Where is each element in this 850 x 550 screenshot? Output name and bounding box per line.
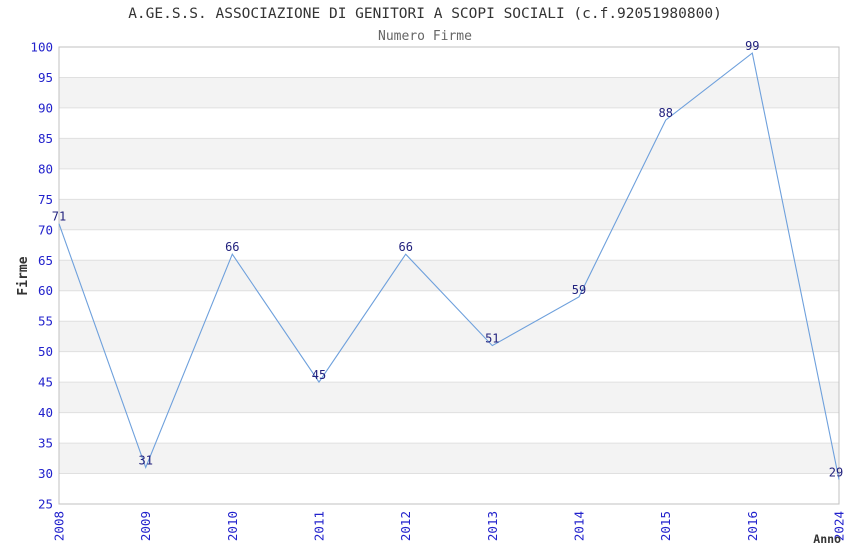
y-tick-label: 80 — [38, 161, 53, 176]
y-tick-label: 60 — [38, 283, 53, 298]
plot-band — [59, 321, 839, 352]
x-tick-label: 2010 — [225, 511, 240, 541]
y-axis-title: Firme — [16, 256, 31, 295]
chart-title: A.GE.S.S. ASSOCIAZIONE DI GENITORI A SCO… — [128, 6, 722, 22]
data-point-label: 51 — [485, 332, 499, 346]
plot-band — [59, 382, 839, 413]
data-point-label: 31 — [138, 453, 152, 467]
x-tick-label: 2009 — [138, 511, 153, 541]
plot-band — [59, 260, 839, 291]
y-tick-label: 75 — [38, 192, 53, 207]
data-point-label: 66 — [398, 240, 412, 254]
y-tick-label: 30 — [38, 466, 53, 481]
y-tick-label: 35 — [38, 436, 53, 451]
plot-band — [59, 77, 839, 108]
y-tick-label: 85 — [38, 131, 53, 146]
plot-band — [59, 199, 839, 230]
x-tick-label: 2008 — [52, 511, 67, 541]
y-tick-label: 25 — [38, 497, 53, 512]
plot-border — [58, 46, 840, 505]
series-line — [58, 52, 840, 480]
data-point-label: 66 — [225, 240, 239, 254]
chart-subtitle: Numero Firme — [378, 29, 472, 44]
y-tick-label: 100 — [30, 40, 53, 55]
y-tick-label: 95 — [38, 70, 53, 85]
y-tick-label: 55 — [38, 314, 53, 329]
data-point-label: 88 — [658, 106, 672, 120]
y-tick-label: 40 — [38, 405, 53, 420]
x-tick-label: 2024 — [832, 511, 847, 541]
y-tick-label: 45 — [38, 375, 53, 390]
data-point-label: 45 — [312, 368, 326, 382]
x-axis-title: Anno — [813, 532, 841, 546]
x-tick-label: 2011 — [312, 511, 327, 541]
plot-band — [59, 138, 839, 169]
y-tick-label: 65 — [38, 253, 53, 268]
data-point-label: 29 — [829, 466, 843, 480]
data-point-label: 59 — [572, 283, 586, 297]
x-tick-label: 2013 — [485, 511, 500, 541]
x-tick-label: 2012 — [398, 511, 413, 541]
x-tick-label: 2014 — [572, 511, 587, 541]
y-tick-label: 90 — [38, 100, 53, 115]
data-point-label: 71 — [52, 210, 66, 224]
plot-band — [59, 443, 839, 474]
data-point-label: 99 — [745, 39, 759, 53]
x-tick-label: 2016 — [745, 511, 760, 541]
y-tick-label: 70 — [38, 222, 53, 237]
y-tick-label: 50 — [38, 344, 53, 359]
x-tick-label: 2015 — [658, 511, 673, 541]
